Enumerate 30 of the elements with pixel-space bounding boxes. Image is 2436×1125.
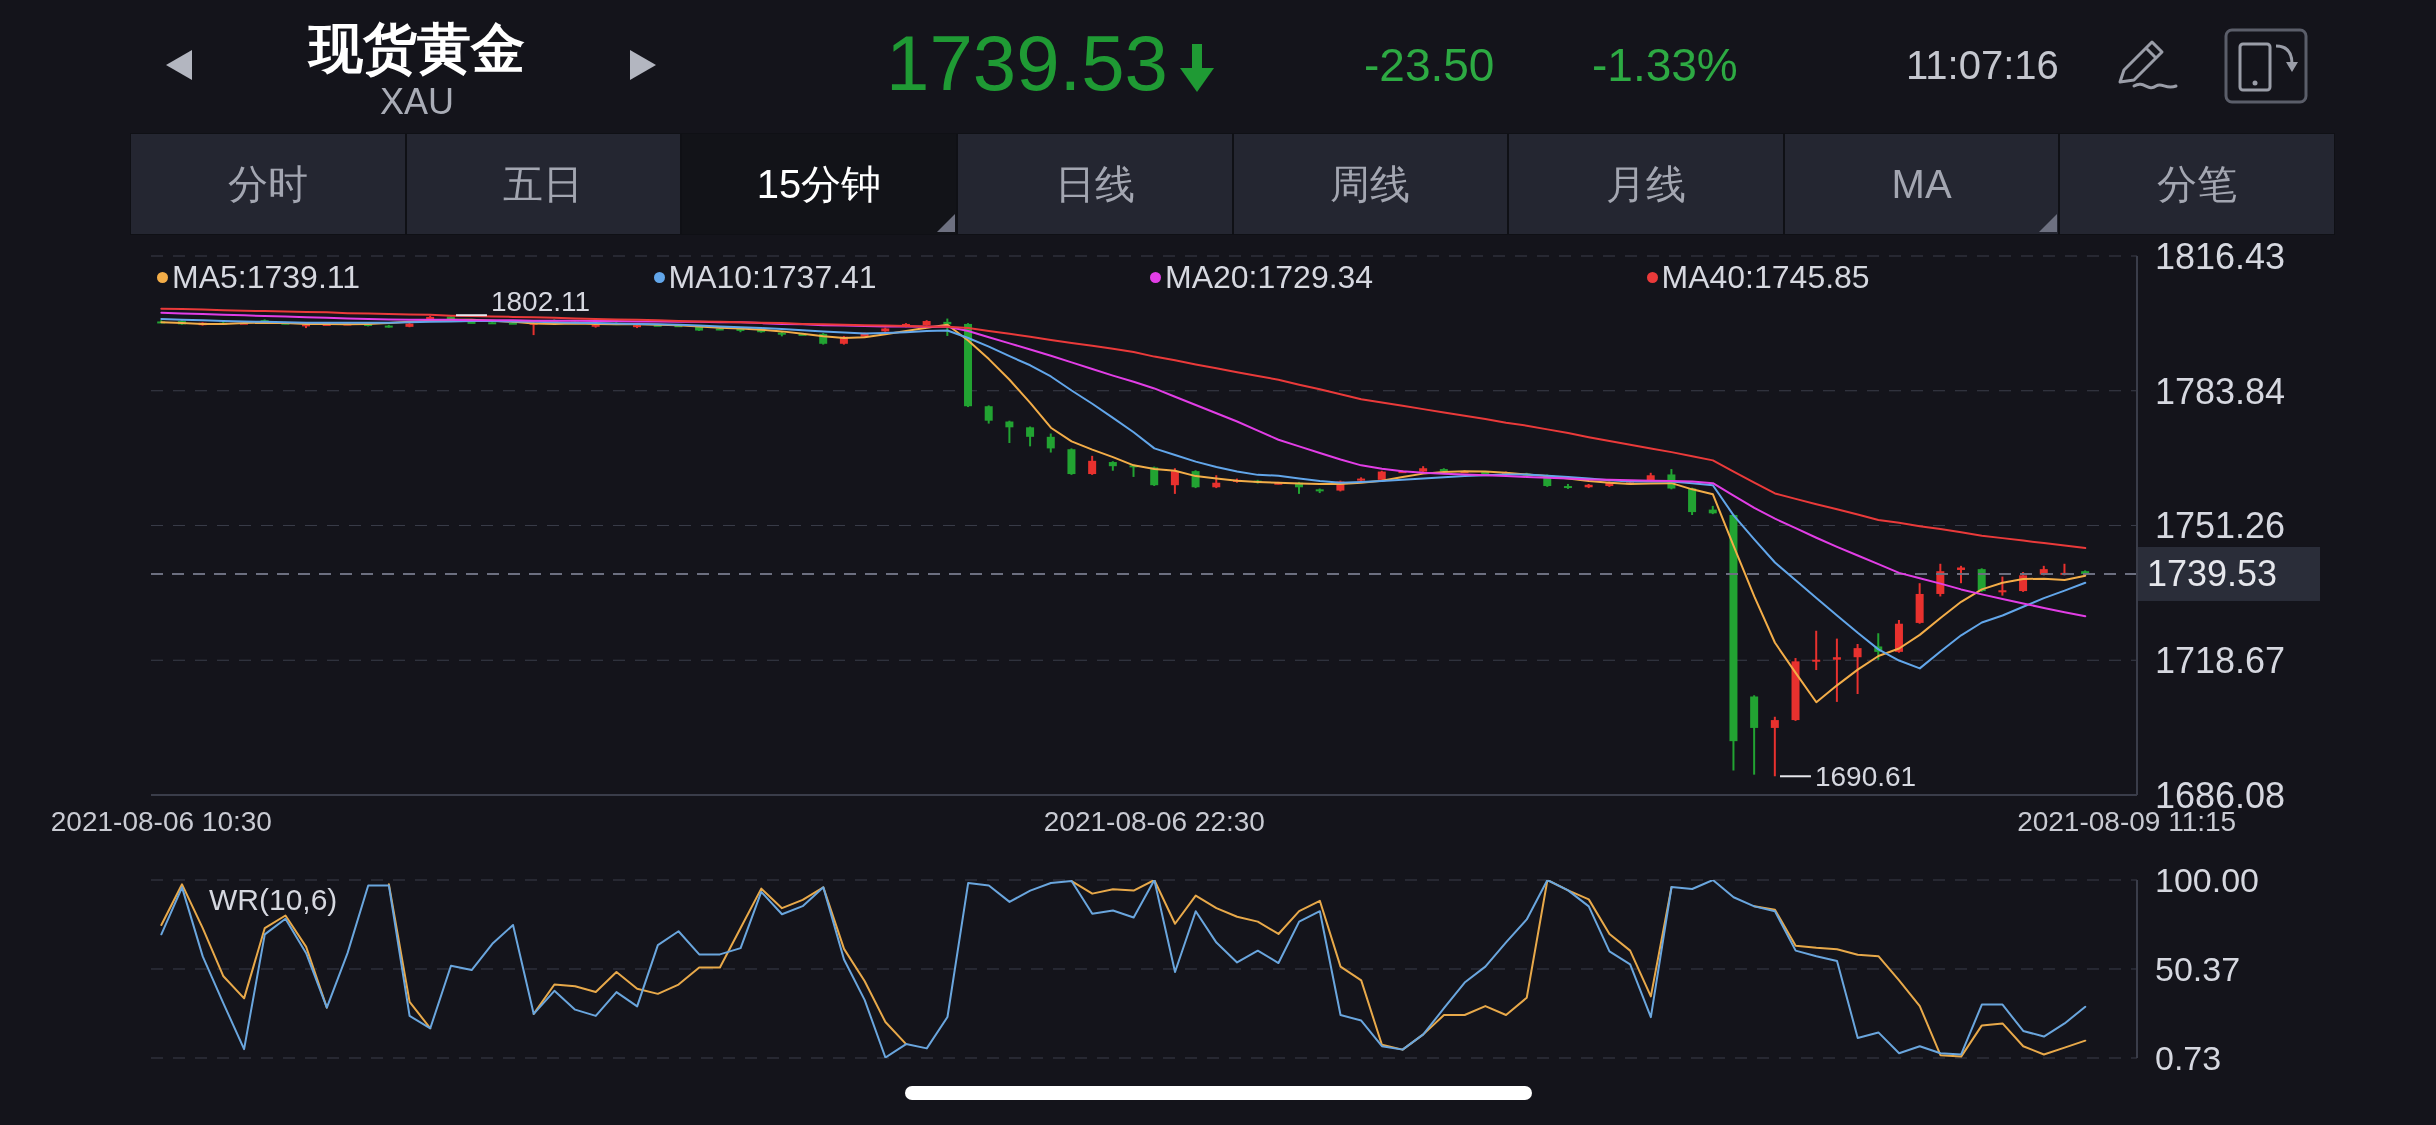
annotation: 1690.61	[1814, 760, 1917, 792]
tab: 五日	[406, 134, 681, 234]
tab: 分笔	[2060, 134, 2334, 234]
chart-title: WR(10,6)	[209, 883, 338, 916]
y-tick-label: 1783.84	[2155, 370, 2286, 412]
y-tick-label: 1718.67	[2155, 640, 2286, 682]
tab: 月线	[1509, 134, 1783, 234]
x-tick-label: 2021-08-06 10:30	[50, 805, 272, 837]
y-tick-label: 100.00	[2155, 861, 2259, 900]
y-tick-label: 50.37	[2155, 950, 2241, 989]
tab: MA	[1784, 134, 2059, 234]
text: 1739.53	[886, 19, 1168, 107]
x-tick-label: 2021-08-06 22:30	[1043, 805, 1265, 837]
y-tick-label: 1816.43	[2155, 235, 2286, 277]
text: 11:07:16	[1906, 42, 2059, 88]
tab: 周线	[1233, 134, 1508, 234]
legend-label: MA5:1739.11	[172, 259, 360, 295]
legend-label: MA10:1737.41	[668, 259, 877, 295]
text: -23.50	[1364, 39, 1495, 91]
y-tick-label: 1751.26	[2155, 505, 2286, 547]
annotation: 1802.11	[490, 286, 591, 318]
text: -1.33%	[1592, 39, 1738, 91]
tab: 日线	[957, 134, 1232, 234]
text: XAU	[379, 81, 455, 122]
legend-label: MA20:1729.34	[1165, 259, 1374, 295]
y-tick-label: 0.73	[2155, 1039, 2222, 1078]
tab: 分时	[131, 134, 405, 234]
ref-line-label: 1739.53	[2147, 553, 2278, 595]
legend-label: MA40:1745.85	[1661, 259, 1870, 295]
text: 现货黄金	[306, 17, 526, 80]
